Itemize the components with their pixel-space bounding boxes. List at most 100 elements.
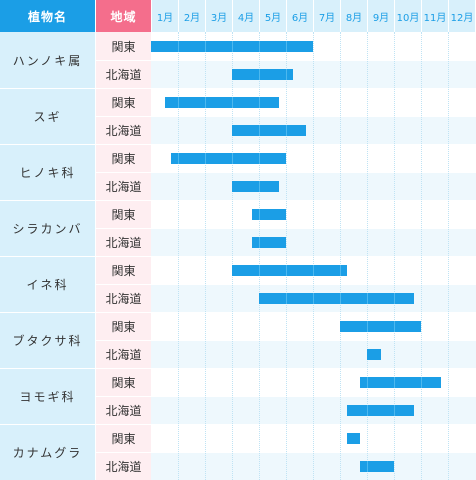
- plant-name: シラカンバ: [0, 200, 95, 256]
- bar-month-tick: [178, 152, 179, 164]
- bar-month-tick: [259, 208, 260, 220]
- plant-header: 植物名: [0, 0, 95, 32]
- month-gridline: [286, 32, 287, 480]
- pollen-period-bar: [367, 348, 381, 360]
- bar-month-tick: [367, 404, 368, 416]
- plant-divider: [0, 200, 95, 201]
- bar-month-tick: [394, 292, 395, 304]
- bar-month-tick: [259, 264, 260, 276]
- pollen-period-bar: [252, 208, 286, 220]
- month-header: 4月: [233, 0, 259, 32]
- bar-month-tick: [286, 292, 287, 304]
- month-header: 1月: [152, 0, 178, 32]
- bar-month-tick: [259, 96, 260, 108]
- plant-name: ハンノキ属: [0, 32, 95, 88]
- region-label: 関東: [96, 256, 151, 284]
- bar-month-tick: [205, 40, 206, 52]
- pollen-period-bar: [346, 404, 415, 416]
- month-header: 6月: [287, 0, 313, 32]
- plant-name: ブタクサ科: [0, 312, 95, 368]
- bar-month-tick: [394, 376, 395, 388]
- bar-month-tick: [205, 96, 206, 108]
- bar-month-tick: [232, 96, 233, 108]
- month-gridline: [394, 32, 395, 480]
- region-label: 関東: [96, 32, 151, 60]
- bar-month-tick: [232, 152, 233, 164]
- plant-divider: [0, 424, 95, 425]
- month-header: 2月: [179, 0, 205, 32]
- month-gridline: [421, 32, 422, 480]
- pollen-period-bar: [232, 68, 293, 80]
- bar-month-tick: [367, 292, 368, 304]
- pollen-period-bar: [232, 180, 280, 192]
- pollen-period-bar: [340, 320, 421, 332]
- bar-month-tick: [340, 264, 341, 276]
- bar-month-tick: [340, 292, 341, 304]
- bar-month-tick: [178, 96, 179, 108]
- month-header: 12月: [449, 0, 475, 32]
- month-header: 10月: [395, 0, 421, 32]
- region-label: 北海道: [96, 60, 151, 88]
- bar-month-tick: [394, 320, 395, 332]
- region-label: 関東: [96, 88, 151, 116]
- plant-name: ヨモギ科: [0, 368, 95, 424]
- month-gridline: [340, 32, 341, 480]
- month-header: 9月: [368, 0, 394, 32]
- bar-month-tick: [259, 236, 260, 248]
- bar-month-tick: [286, 40, 287, 52]
- region-label: 関東: [96, 368, 151, 396]
- plant-divider: [0, 144, 95, 145]
- plant-divider: [0, 256, 95, 257]
- month-header: 8月: [341, 0, 367, 32]
- pollen-period-bar: [252, 236, 286, 248]
- bar-month-tick: [367, 460, 368, 472]
- bar-month-tick: [313, 292, 314, 304]
- pollen-period-bar: [232, 264, 347, 276]
- region-label: 北海道: [96, 340, 151, 368]
- bar-month-tick: [259, 40, 260, 52]
- plant-divider: [0, 88, 95, 89]
- region-header: 地域: [96, 0, 151, 32]
- plant-name: スギ: [0, 88, 95, 144]
- region-label: 北海道: [96, 452, 151, 480]
- region-label: 関東: [96, 200, 151, 228]
- pollen-period-bar: [346, 432, 361, 444]
- bar-month-tick: [394, 404, 395, 416]
- bar-month-tick: [421, 376, 422, 388]
- bar-month-tick: [205, 152, 206, 164]
- region-label: 北海道: [96, 284, 151, 312]
- region-label: 北海道: [96, 172, 151, 200]
- bar-month-tick: [259, 68, 260, 80]
- pollen-period-bar: [259, 292, 415, 304]
- month-header: 3月: [206, 0, 232, 32]
- bar-month-tick: [286, 124, 287, 136]
- region-label: 関東: [96, 312, 151, 340]
- bar-month-tick: [286, 68, 287, 80]
- bar-month-tick: [259, 152, 260, 164]
- plant-name: カナムグラ: [0, 424, 95, 480]
- plant-name: ヒノキ科: [0, 144, 95, 200]
- region-label: 北海道: [96, 396, 151, 424]
- region-label: 関東: [96, 424, 151, 452]
- month-gridline: [448, 32, 449, 480]
- pollen-period-bar: [171, 152, 286, 164]
- region-label: 北海道: [96, 228, 151, 256]
- month-gridline: [232, 32, 233, 480]
- month-gridline: [178, 32, 179, 480]
- region-label: 北海道: [96, 116, 151, 144]
- bar-month-tick: [259, 124, 260, 136]
- month-header: 5月: [260, 0, 286, 32]
- plant-divider: [0, 368, 95, 369]
- plant-name: イネ科: [0, 256, 95, 312]
- region-label: 関東: [96, 144, 151, 172]
- bar-month-tick: [259, 180, 260, 192]
- pollen-period-bar: [164, 96, 280, 108]
- month-header: 7月: [314, 0, 340, 32]
- pollen-period-bar: [232, 124, 307, 136]
- pollen-period-bar: [360, 460, 394, 472]
- bar-month-tick: [367, 320, 368, 332]
- month-gridline: [205, 32, 206, 480]
- plant-divider: [0, 312, 95, 313]
- month-gridline: [259, 32, 260, 480]
